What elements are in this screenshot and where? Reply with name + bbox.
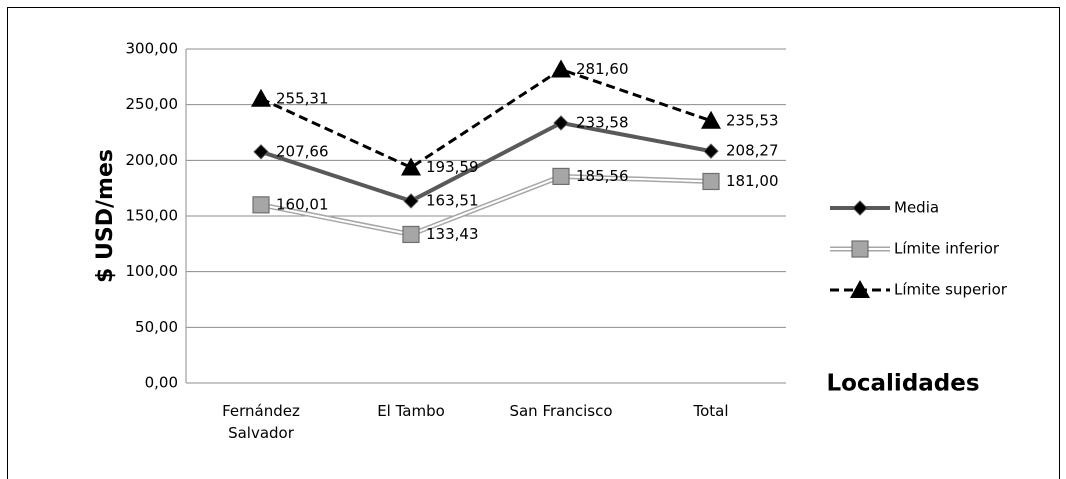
marker — [553, 115, 569, 131]
value-label: 181,00 — [726, 172, 779, 190]
marker — [703, 143, 719, 159]
y-tick-label: 100,00 — [126, 262, 179, 280]
y-tick-label: 0,00 — [145, 374, 178, 392]
value-label: 185,56 — [576, 167, 629, 185]
legend-marker — [850, 280, 870, 298]
marker — [403, 193, 419, 209]
x-tick-label: San Francisco — [509, 402, 613, 420]
y-tick-label: 200,00 — [126, 151, 179, 169]
value-label: 281,60 — [576, 60, 629, 78]
y-axis-title: $ USD/mes — [93, 149, 118, 283]
legend-label: Límite inferior — [894, 240, 1000, 258]
value-label: 163,51 — [426, 191, 479, 209]
legend-marker — [852, 200, 868, 216]
value-label: 193,59 — [426, 158, 479, 176]
marker — [552, 167, 570, 186]
line — [260, 120, 712, 204]
value-label: 133,43 — [426, 225, 479, 243]
x-tick-label: El Tambo — [377, 402, 445, 420]
x-tick-label: Total — [693, 402, 729, 420]
legend-marker — [851, 240, 869, 258]
y-tick-label: 250,00 — [126, 95, 179, 113]
y-tick-label: 50,00 — [135, 318, 178, 336]
chart-border — [7, 7, 1060, 479]
value-label: 235,53 — [726, 111, 779, 129]
legend-label: Media — [894, 199, 939, 217]
y-tick-label: 300,00 — [126, 40, 179, 58]
marker — [252, 196, 270, 214]
marker — [402, 225, 420, 244]
marker — [253, 144, 269, 160]
marker — [702, 172, 720, 191]
line — [260, 67, 712, 170]
y-tick-label: 150,00 — [126, 207, 179, 225]
marker — [701, 110, 721, 129]
marker — [401, 157, 421, 176]
x-tick-label: Fernández Salvador — [222, 402, 300, 442]
value-label: 160,01 — [276, 195, 329, 213]
value-label: 255,31 — [276, 89, 329, 107]
line-inner — [260, 175, 712, 236]
legend-label: Límite superior — [894, 281, 1008, 299]
marker — [551, 59, 571, 78]
value-label: 207,66 — [276, 142, 329, 160]
x-axis-title: Localidades — [826, 371, 979, 397]
value-label: 208,27 — [726, 142, 779, 160]
value-label: 233,58 — [576, 113, 629, 131]
marker — [251, 88, 271, 107]
